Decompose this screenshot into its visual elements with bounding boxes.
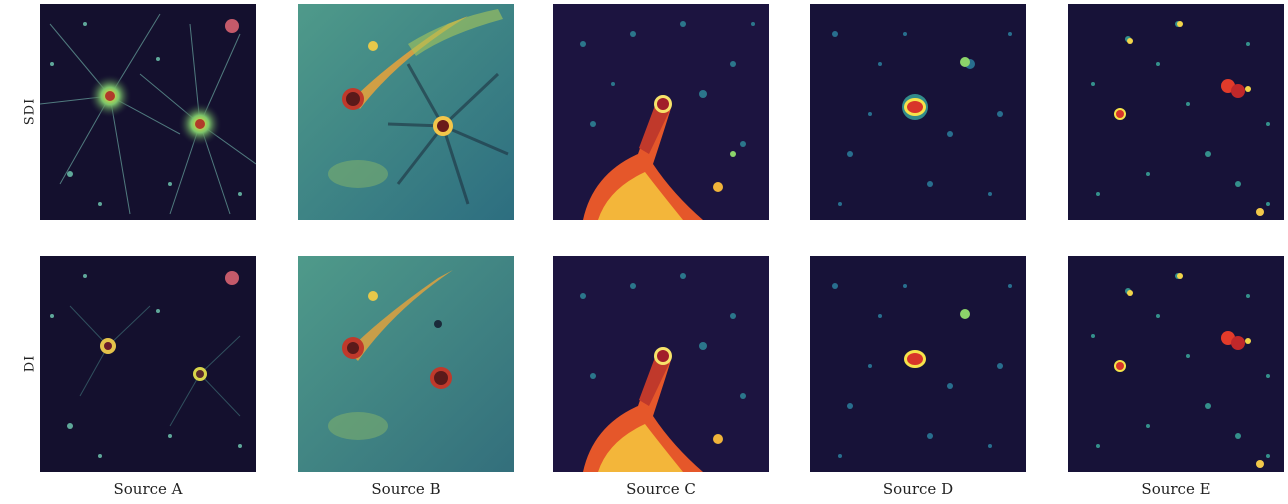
row-label-sdi: SDI <box>22 97 38 126</box>
column-label-source-e: Source E <box>1141 480 1211 498</box>
image-di-source-a <box>40 256 256 472</box>
image-di-source-b <box>298 256 514 472</box>
image-sdi-source-e <box>1068 4 1284 220</box>
image-sdi-source-c <box>553 4 769 220</box>
image-di-source-c <box>553 256 769 472</box>
image-di-source-e <box>1068 256 1284 472</box>
image-sdi-source-d <box>810 4 1026 220</box>
image-sdi-source-a <box>40 4 256 220</box>
column-label-source-b: Source B <box>371 480 441 498</box>
row-label-di: DI <box>22 354 38 373</box>
column-label-source-c: Source C <box>626 480 696 498</box>
image-di-source-d <box>810 256 1026 472</box>
column-label-source-d: Source D <box>882 480 954 498</box>
image-sdi-source-b <box>298 4 514 220</box>
column-label-source-a: Source A <box>113 480 183 498</box>
